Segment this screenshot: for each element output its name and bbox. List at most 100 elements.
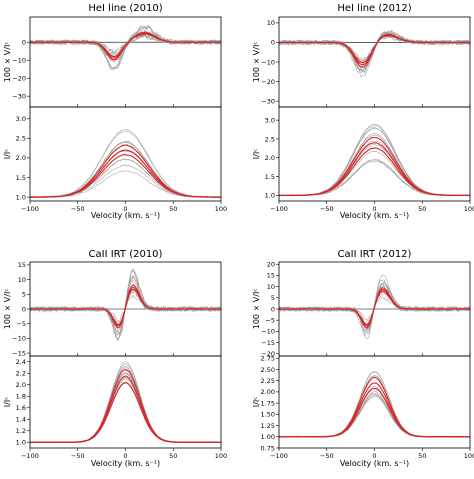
mean-profile-line: [30, 382, 222, 443]
x-tick-label: 0: [123, 452, 127, 460]
y-tick-label: −20: [12, 75, 26, 83]
y-tick-label: 1.0: [16, 193, 26, 201]
observations-bottom: [29, 129, 222, 198]
observation-line: [29, 367, 222, 444]
mean-profile-line: [30, 144, 222, 198]
x-tick-label: 100: [215, 452, 227, 460]
observation-line: [278, 140, 470, 197]
x-tick-label: −50: [71, 452, 85, 460]
observation-line: [29, 381, 222, 444]
y-tick-label: 10: [267, 283, 275, 291]
y-tick-label: −10: [12, 57, 26, 65]
observation-line: [29, 372, 222, 444]
observation-line: [278, 158, 471, 197]
observation-line: [278, 144, 471, 197]
y-tick-label: −10: [261, 328, 275, 336]
x-tick-label: 50: [418, 205, 426, 213]
observation-line: [278, 393, 471, 438]
x-axis-label: Velocity (km. s⁻¹): [91, 459, 160, 468]
observation-line: [29, 129, 222, 198]
observation-line: [29, 378, 222, 444]
y-tick-label: 1.0: [265, 192, 275, 200]
y-tick-label: 1.6: [16, 404, 26, 412]
y-tick-label: 1.5: [16, 174, 26, 182]
mean-profile-line: [278, 376, 471, 438]
y-tick-label: 15: [18, 261, 26, 269]
x-tick-label: −50: [71, 205, 85, 213]
y-tick-label: 2.25: [261, 377, 275, 385]
mean-profile-line: [278, 142, 471, 197]
observation-line: [29, 149, 222, 198]
observation-line: [29, 378, 222, 444]
x-tick-label: −100: [270, 205, 288, 213]
y-tick-label: 0: [271, 39, 275, 47]
y-tick-label: −20: [261, 350, 275, 358]
x-tick-label: −50: [320, 452, 334, 460]
y-tick-label: −15: [12, 349, 26, 357]
x-tick-label: 100: [464, 452, 474, 460]
observation-line: [29, 164, 222, 198]
x-tick-label: 0: [123, 205, 127, 213]
y-axis-label: 100 × V/Iᶜ: [252, 42, 261, 83]
observation-line: [278, 159, 471, 197]
x-axis-label: Velocity (km. s⁻¹): [340, 211, 409, 220]
y-tick-label: 20: [267, 261, 275, 269]
chart-title: CaII IRT (2012): [338, 249, 412, 260]
observation-line: [30, 368, 222, 444]
mean-profile-line: [30, 31, 222, 61]
observation-line: [29, 158, 222, 198]
y-axis-label: I/Iᶜ: [3, 397, 12, 407]
y-tick-label: 1.25: [261, 422, 275, 430]
x-tick-label: −100: [21, 452, 39, 460]
observation-line: [29, 26, 222, 70]
x-tick-label: −50: [320, 205, 334, 213]
y-axis-label: I/Iᶜ: [252, 149, 261, 159]
mean-profile-line: [29, 283, 221, 329]
observations-bottom: [278, 123, 471, 197]
x-tick-label: 100: [464, 205, 474, 213]
y-tick-label: −5: [16, 320, 26, 328]
x-tick-label: −100: [270, 452, 288, 460]
observation-line: [278, 161, 470, 197]
mean-profile-line: [29, 369, 221, 443]
y-tick-label: 10: [267, 19, 275, 27]
x-tick-label: 50: [169, 452, 177, 460]
y-tick-label: −30: [12, 93, 26, 101]
mean-profile-line: [279, 33, 471, 68]
y-tick-label: −20: [261, 78, 275, 86]
y-tick-label: 15: [267, 272, 275, 280]
observation-line: [278, 31, 471, 74]
y-tick-label: 0: [22, 305, 26, 313]
y-tick-label: 2.50: [261, 366, 275, 374]
x-tick-label: 0: [372, 205, 376, 213]
mean-profile-line: [279, 147, 471, 197]
y-tick-label: 1.0: [16, 439, 26, 447]
y-tick-label: 2.5: [265, 135, 275, 143]
mean-profile-line: [29, 149, 221, 198]
chart-title: CaII IRT (2010): [89, 249, 163, 260]
axes-frame: [278, 16, 471, 108]
y-axis-label: I/Iᶜ: [252, 397, 261, 407]
y-tick-label: 1.75: [261, 399, 275, 407]
y-tick-label: 2.5: [16, 135, 26, 143]
y-tick-label: 1.8: [16, 393, 26, 401]
x-axis-label: Velocity (km. s⁻¹): [91, 211, 160, 220]
observations-bottom: [29, 361, 222, 444]
observation-line: [278, 375, 470, 438]
x-tick-label: 50: [169, 205, 177, 213]
observation-line: [278, 393, 471, 438]
mean-profile-line: [29, 375, 222, 443]
observations-top: [278, 29, 471, 78]
y-tick-label: 2.4: [16, 358, 26, 366]
y-tick-label: −15: [261, 339, 275, 347]
y-axis-label: I/Iᶜ: [3, 149, 12, 159]
y-tick-label: 0: [22, 39, 26, 47]
y-tick-label: 2.0: [16, 381, 26, 389]
observation-line: [278, 375, 471, 438]
observation-line: [278, 30, 471, 74]
observations-top: [29, 24, 222, 71]
observation-line: [278, 34, 471, 62]
x-tick-label: 50: [418, 452, 426, 460]
